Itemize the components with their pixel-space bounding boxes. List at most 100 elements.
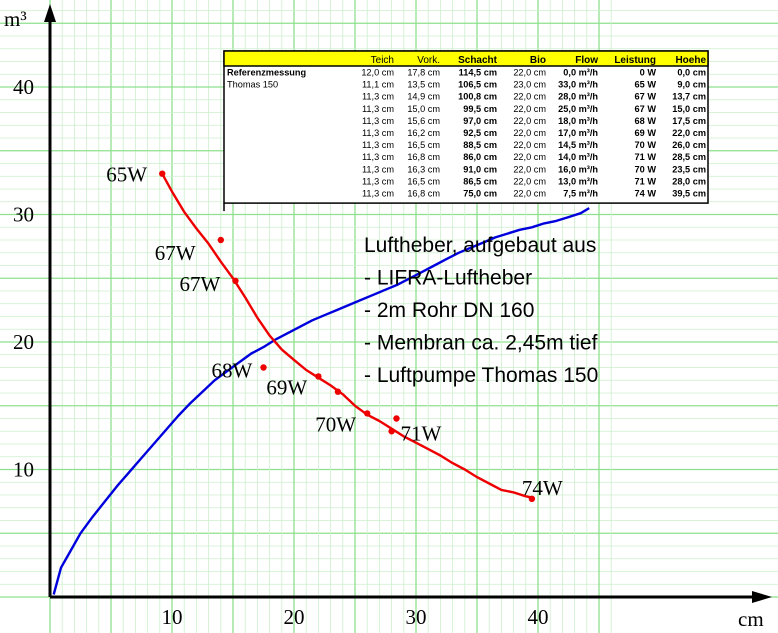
table-cell: 25,0 m³/h	[558, 104, 598, 114]
table-cell: 11,3 cm	[362, 116, 394, 126]
x-tick-label: 40	[528, 605, 549, 629]
annotation-line: Luftheber, aufgebaut aus	[364, 234, 596, 257]
annotation-line: - Membran ca. 2,45m tief	[364, 332, 598, 355]
table-cell: 67 W	[635, 104, 657, 114]
table-cell: 92,5 cm	[463, 128, 497, 138]
marker-layer: 65W 67W 67W 68W 69W 70W 71W 74W	[106, 163, 563, 503]
table-cell: 22,0 cm	[513, 92, 546, 102]
table-header-cell: Bio	[530, 55, 546, 66]
table-cell: 86,5 cm	[463, 176, 497, 186]
table-cell: 22,0 cm	[513, 176, 546, 186]
table-cell: 0 W	[640, 68, 657, 78]
table-cell: Thomas 150	[227, 80, 278, 90]
table-cell: 13,0 m³/h	[558, 176, 598, 186]
data-point	[334, 388, 342, 395]
table-cell: 14,0 m³/h	[558, 152, 598, 162]
table-cell: 33,0 m³/h	[558, 80, 598, 90]
table-cell: 0,0 cm	[677, 68, 706, 78]
table-cell: 65 W	[635, 80, 657, 90]
table-cell: 106,5 cm	[458, 80, 497, 90]
table-cell: 23,0 cm	[513, 80, 546, 90]
table-frame	[223, 50, 709, 204]
table-header-cell: Teich	[371, 55, 394, 66]
axes	[44, 4, 772, 603]
table-cell: 11,3 cm	[362, 164, 394, 174]
table-cell: 15,6 cm	[407, 116, 440, 126]
data-point	[388, 428, 395, 435]
point-label: 67W	[155, 241, 196, 265]
y-axis-label: m³	[4, 7, 27, 31]
table-cell: 88,5 cm	[463, 140, 497, 150]
table-cell: Referenzmessung	[227, 68, 306, 78]
table-cell: 70 W	[635, 140, 657, 150]
table-cell: 68 W	[635, 116, 657, 126]
table-cell: 16,3 cm	[407, 164, 440, 174]
table-cell: 26,0 cm	[672, 140, 706, 150]
table-cell: 97,0 cm	[463, 116, 497, 126]
table-cell: 67 W	[635, 92, 657, 102]
table-cell: 11,3 cm	[362, 189, 394, 199]
table-cell: 22,0 cm	[513, 116, 546, 126]
table-cell: 7,5 m³/h	[563, 189, 598, 199]
x-tick-label: 20	[284, 605, 305, 629]
table-cell: 11,3 cm	[362, 104, 394, 114]
y-axis-arrow	[44, 4, 56, 22]
annotation-line: - Luftpumpe Thomas 150	[364, 364, 598, 387]
point-label: 68W	[212, 359, 253, 383]
measurement-table: Teich Vork. Schacht Bio Flow Leistung Hoehe Ref…	[223, 50, 709, 212]
table-cell: 11,3 cm	[362, 176, 394, 186]
table-cell: 28,5 cm	[672, 152, 706, 162]
table-cell: 11,3 cm	[362, 152, 394, 162]
table-cell: 22,0 cm	[672, 128, 706, 138]
table-cell: 22,0 cm	[513, 152, 546, 162]
x-axis-arrow	[752, 591, 772, 603]
table-cell: 71 W	[635, 176, 657, 186]
table-cell: 22,0 cm	[513, 68, 546, 78]
table-cell: 16,8 cm	[407, 152, 440, 162]
y-tick-label: 40	[13, 75, 34, 99]
data-point	[159, 170, 166, 177]
table-cell: 99,5 cm	[463, 104, 497, 114]
table-cell: 74 W	[635, 189, 657, 199]
series-line-1	[52, 207, 590, 595]
table-cell: 91,0 cm	[463, 164, 497, 174]
table-cell: 70 W	[635, 164, 657, 174]
point-label: 74W	[522, 476, 563, 500]
table-cell: 13,5 cm	[407, 80, 440, 90]
table-cell: 69 W	[635, 128, 657, 138]
table-header-cell: Leistung	[614, 55, 656, 66]
table-cell: 9,0 cm	[677, 80, 706, 90]
table-cell: 11,3 cm	[362, 128, 394, 138]
table-cell: 17,0 m³/h	[558, 128, 598, 138]
data-point	[393, 415, 400, 422]
annotation-line: - 2m Rohr DN 160	[364, 299, 534, 322]
table-cell: 17,5 cm	[672, 116, 706, 126]
y-tick-label: 20	[13, 330, 34, 354]
data-point	[232, 277, 239, 284]
table-cell: 12,0 cm	[361, 68, 394, 78]
table-cell: 71 W	[635, 152, 657, 162]
table-cell: 18,0 m³/h	[558, 116, 598, 126]
table-cell: 39,5 cm	[672, 189, 706, 199]
table-cell: 16,5 cm	[407, 176, 440, 186]
table-cell: 28,0 m³/h	[558, 92, 598, 102]
table-cell: 75,0 cm	[463, 189, 497, 199]
annotation-line: - LIFRA-Luftheber	[364, 267, 532, 290]
table-cell: 11,3 cm	[362, 92, 394, 102]
table-cell: 16,0 m³/h	[558, 164, 598, 174]
table-cell: 17,8 cm	[407, 68, 440, 78]
table-cell: 16,5 cm	[407, 140, 440, 150]
table-cell: 16,8 cm	[407, 189, 440, 199]
data-point	[364, 410, 371, 417]
table-header-cell: Hoehe	[675, 55, 706, 66]
table-cell: 0,0 m³/h	[563, 68, 598, 78]
table-cell: 15,0 cm	[672, 104, 706, 114]
table-cell: 114,5 cm	[459, 68, 497, 78]
table-cell: 28,0 cm	[672, 176, 706, 186]
table-cell: 15,0 cm	[407, 104, 440, 114]
point-label: 65W	[106, 163, 147, 187]
point-label: 70W	[315, 412, 356, 436]
data-point	[217, 236, 224, 244]
table-header-cell: Schacht	[458, 55, 498, 66]
